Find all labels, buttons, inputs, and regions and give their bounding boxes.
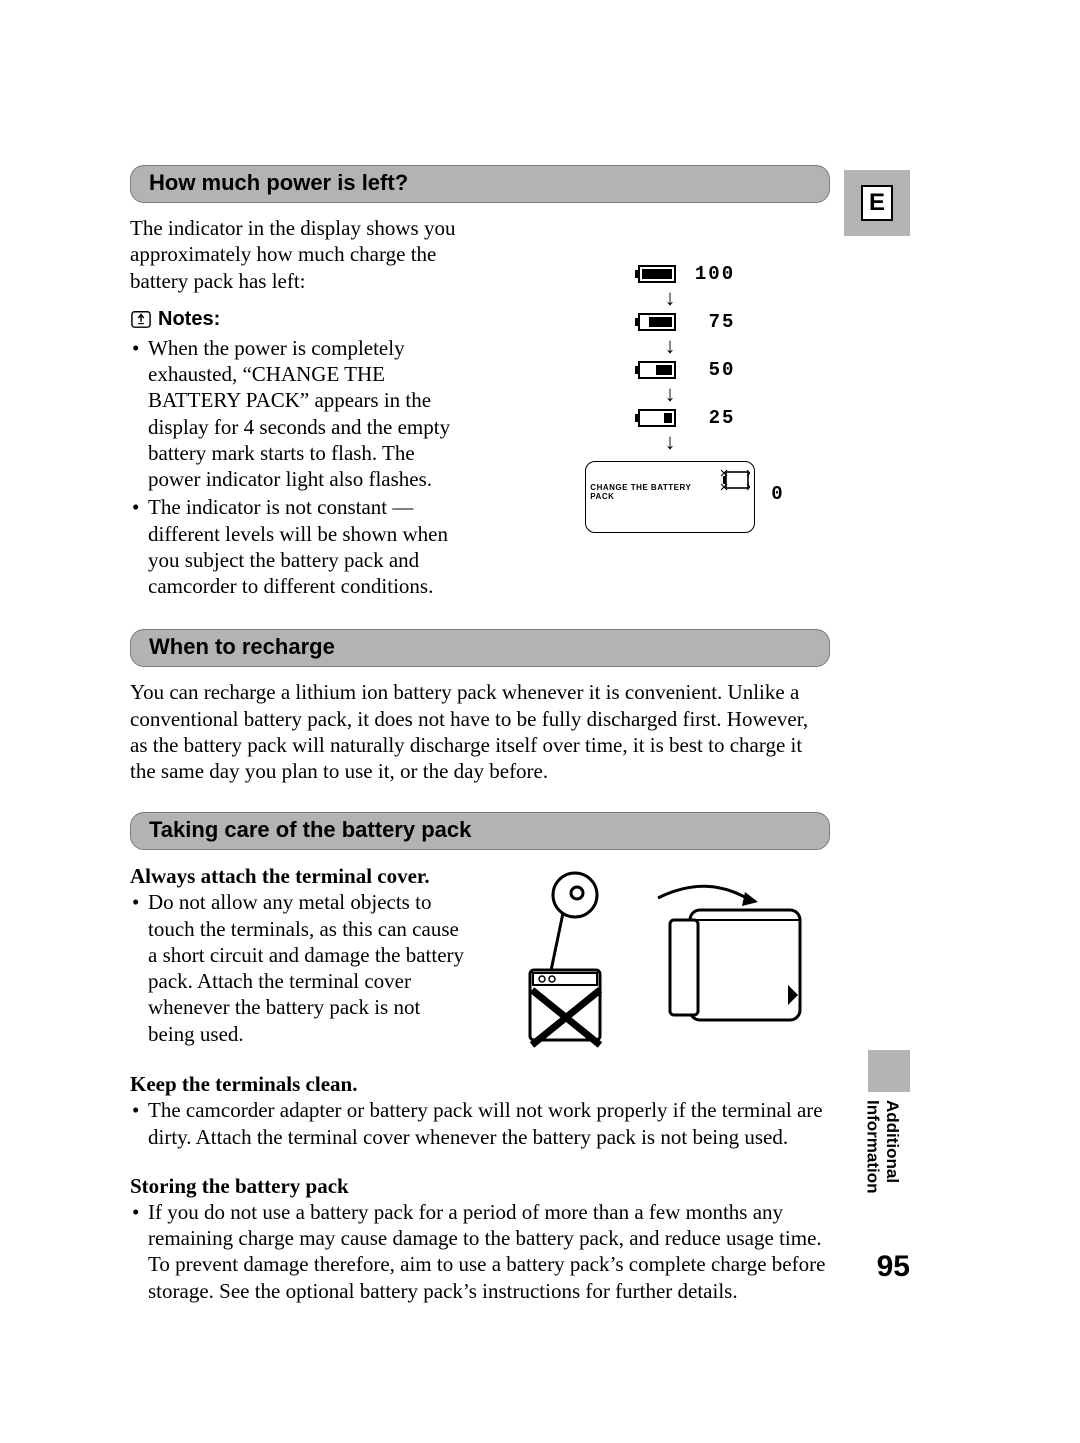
change-battery-box: CHANGE THE BATTERY PACK bbox=[585, 461, 755, 533]
recharge-body: You can recharge a lithium ion battery p… bbox=[130, 679, 830, 784]
section-header-power-left: How much power is left? bbox=[130, 165, 830, 203]
note-item: The indicator is not constant — differen… bbox=[130, 494, 460, 599]
battery-level-diagram: 100 ↓ 75 ↓ 50 ↓ 25 ↓ CHANGE THE BATTERY … bbox=[480, 215, 830, 533]
battery-zero-row: CHANGE THE BATTERY PACK 0 bbox=[585, 455, 784, 533]
battery-flash-icon bbox=[721, 468, 751, 492]
section-header-recharge: When to recharge bbox=[130, 629, 830, 667]
page-number: 95 bbox=[877, 1250, 910, 1284]
battery-icon-50 bbox=[635, 361, 677, 379]
care-bullet-1: Do not allow any metal objects to touch … bbox=[130, 889, 470, 1047]
care-subhead-1: Always attach the terminal cover. bbox=[130, 864, 470, 889]
key-short-circuit-icon bbox=[500, 870, 640, 1050]
page-content: How much power is left? The indicator in… bbox=[130, 165, 830, 1306]
battery-level-row: 100 bbox=[635, 263, 735, 285]
section-title: Taking care of the battery pack bbox=[149, 817, 471, 842]
arrow-down-icon: ↓ bbox=[665, 335, 676, 357]
battery-value: 75 bbox=[695, 311, 736, 333]
battery-value: 100 bbox=[695, 263, 735, 285]
battery-icon-100 bbox=[635, 265, 677, 283]
care-bullet-2: The camcorder adapter or battery pack wi… bbox=[130, 1097, 830, 1150]
battery-icon-75 bbox=[635, 313, 677, 331]
care-subhead-2: Keep the terminals clean. bbox=[130, 1072, 830, 1097]
battery-value-zero: 0 bbox=[771, 483, 784, 505]
section-title: How much power is left? bbox=[149, 170, 408, 195]
battery-value: 50 bbox=[695, 359, 736, 381]
battery-level-row: 75 bbox=[635, 311, 736, 333]
battery-level-row: 50 bbox=[635, 359, 736, 381]
terminal-cover-icon bbox=[650, 880, 820, 1040]
arrow-down-icon: ↓ bbox=[665, 383, 676, 405]
language-letter: E bbox=[861, 185, 893, 221]
section-title: When to recharge bbox=[149, 634, 335, 659]
notes-label-text: Notes: bbox=[158, 308, 220, 331]
intro-text: The indicator in the display shows you a… bbox=[130, 215, 460, 294]
battery-value: 25 bbox=[695, 407, 736, 429]
care-subhead-3: Storing the battery pack bbox=[130, 1174, 830, 1199]
care-bullet-3: If you do not use a battery pack for a p… bbox=[130, 1199, 830, 1304]
notes-heading: Notes: bbox=[130, 308, 460, 331]
notes-icon bbox=[130, 309, 152, 329]
note-item: When the power is completely exhausted, … bbox=[130, 335, 460, 493]
section-index-tab bbox=[868, 1050, 910, 1092]
language-tab: E bbox=[844, 170, 910, 236]
battery-level-row: 25 bbox=[635, 407, 736, 429]
battery-icon-25 bbox=[635, 409, 677, 427]
arrow-down-icon: ↓ bbox=[665, 287, 676, 309]
notes-list: When the power is completely exhausted, … bbox=[130, 335, 460, 600]
section-header-care: Taking care of the battery pack bbox=[130, 812, 830, 850]
change-battery-text: CHANGE THE BATTERY PACK bbox=[590, 483, 716, 501]
arrow-down-icon: ↓ bbox=[665, 431, 676, 453]
section-index-label: AdditionalInformation bbox=[863, 1100, 902, 1194]
terminal-cover-diagram bbox=[490, 862, 830, 1050]
